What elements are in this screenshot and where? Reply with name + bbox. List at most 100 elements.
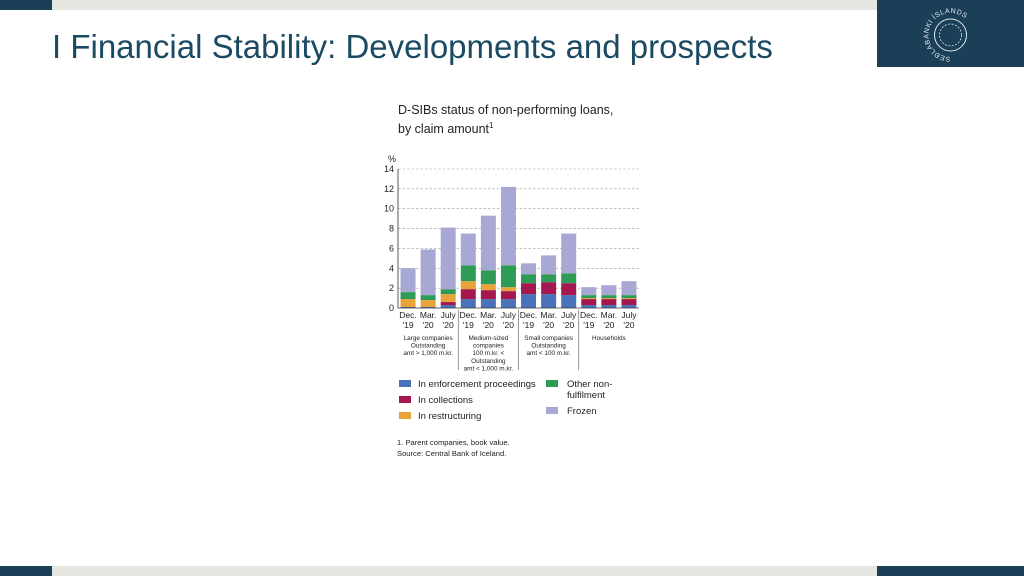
legend-label-line: Other non- — [567, 379, 612, 390]
bar-segment — [581, 299, 597, 306]
y-tick-label: 0 — [389, 303, 394, 313]
bar-segment — [420, 295, 436, 301]
seal-inner-ring — [934, 18, 967, 52]
y-tick-label: 8 — [389, 224, 394, 234]
bar-segment — [420, 300, 436, 308]
bar-segment — [581, 295, 597, 299]
bar-segment — [561, 273, 577, 284]
bar-segment — [601, 299, 617, 306]
top-accent-bar-dark-segment — [0, 0, 52, 10]
bar-segment — [400, 299, 416, 308]
group-label-line: Small companies — [524, 335, 573, 342]
x-tick-label-month: Dec. — [580, 310, 597, 320]
y-tick-label: 6 — [389, 243, 394, 253]
bar-segment — [581, 305, 597, 308]
legend-swatch — [399, 380, 411, 387]
group-label-line: Large companies — [404, 335, 453, 342]
bar-segment — [621, 281, 637, 296]
central-bank-seal-icon: SEÐLABANKI ÍSLANDS — [923, 8, 968, 62]
x-tick-label-month: Mar. — [420, 310, 437, 320]
x-tick-label-month: Mar. — [540, 310, 557, 320]
bar-segment — [561, 233, 577, 274]
x-tick-label-month: Mar. — [601, 310, 618, 320]
y-tick-label: 10 — [384, 204, 394, 214]
bar-segment — [480, 270, 496, 285]
bar-segment — [460, 265, 476, 282]
group-label-line: Medium-sized — [468, 335, 508, 342]
legend-swatch — [546, 380, 558, 387]
y-tick-label: 2 — [389, 283, 394, 293]
bar-segment — [561, 283, 577, 296]
legend-swatch — [546, 407, 558, 414]
group-label-line: Outstanding — [411, 343, 446, 350]
bar-segment — [581, 287, 597, 296]
stacked-bar-chart: %02468101214Dec.'19Mar.'20July'20Dec.'19… — [384, 154, 639, 458]
x-tick-label-year: '20 — [483, 320, 494, 330]
y-tick-label: 4 — [389, 263, 394, 273]
group-label-line: 100 m.kr. < — [472, 350, 504, 357]
x-tick-label-year: '20 — [563, 320, 574, 330]
bar-segment — [480, 299, 496, 308]
chart-footnote: 1. Parent companies, book value. — [397, 438, 510, 447]
bar-segment — [400, 292, 416, 300]
bar-segment — [601, 298, 617, 300]
group-label-line: Outstanding — [531, 343, 566, 350]
bar-segment — [440, 289, 456, 295]
x-tick-label-year: '20 — [623, 320, 634, 330]
x-tick-label-year: '19 — [403, 320, 414, 330]
bar-segment — [521, 294, 537, 308]
bar-segment — [621, 305, 637, 308]
chart-title-footnote-mark: 1 — [489, 121, 494, 130]
y-tick-label: 14 — [384, 164, 394, 174]
bar-segment — [400, 307, 416, 308]
x-tick-label-month: Mar. — [480, 310, 497, 320]
bar-segment — [500, 291, 516, 300]
bar-segment — [460, 281, 476, 290]
bar-segment — [581, 298, 597, 300]
page-title: I Financial Stability: Developments and … — [52, 28, 773, 65]
bar-segment — [480, 284, 496, 291]
bottom-accent-bar-left-segment — [0, 566, 52, 576]
x-tick-label-year: '19 — [583, 320, 594, 330]
chart-panel: D-SIBs status of non-performing loans, b… — [375, 96, 645, 476]
bar-segment — [541, 294, 557, 308]
x-tick-label-year: '19 — [463, 320, 474, 330]
logo-box: SEÐLABANKI ÍSLANDS — [877, 0, 1024, 67]
x-tick-label-year: '20 — [443, 320, 454, 330]
bar-segment — [521, 283, 537, 295]
bar-segment — [500, 299, 516, 308]
bar-segment — [440, 305, 456, 308]
group-label-line: amt < 1,000 m.kr. — [464, 365, 514, 372]
group-label-line: amt > 1,000 m.kr. — [403, 350, 453, 357]
bar-segment — [521, 274, 537, 284]
bar-segment — [420, 249, 436, 296]
bar-segment — [420, 307, 436, 308]
chart-source: Source: Central Bank of Iceland. — [397, 449, 506, 458]
x-tick-label-year: '20 — [503, 320, 514, 330]
bar-segment — [541, 274, 557, 283]
legend-swatch — [399, 412, 411, 419]
seal-ring-text: SEÐLABANKI ÍSLANDS — [923, 8, 968, 62]
bar-segment — [541, 255, 557, 275]
x-tick-label-month: July — [621, 310, 637, 320]
x-tick-label-month: Dec. — [399, 310, 416, 320]
bar-segment — [440, 227, 456, 290]
bar-segment — [561, 295, 577, 308]
x-tick-label-year: '20 — [423, 320, 434, 330]
legend-label: In collections — [418, 395, 473, 406]
group-label-line: companies — [473, 343, 504, 350]
bottom-accent-bar-right-segment — [877, 566, 1024, 576]
y-axis-unit: % — [388, 154, 396, 164]
group-label-line: Households — [592, 335, 626, 342]
x-tick-label-month: July — [561, 310, 577, 320]
chart-title-line-2: by claim amount1 — [398, 121, 494, 137]
bar-segment — [601, 285, 617, 296]
bar-segment — [400, 268, 416, 293]
bar-segment — [601, 305, 617, 308]
x-tick-label-year: '20 — [543, 320, 554, 330]
bar-segment — [480, 215, 496, 271]
legend-label: In restructuring — [418, 411, 481, 422]
group-label-line: amt < 100 m.kr. — [527, 350, 571, 357]
x-tick-label-month: Dec. — [460, 310, 477, 320]
bar-segment — [621, 299, 637, 306]
